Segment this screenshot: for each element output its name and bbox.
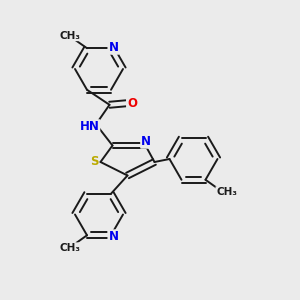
Text: S: S bbox=[90, 155, 98, 168]
Text: N: N bbox=[108, 230, 118, 243]
Text: CH₃: CH₃ bbox=[216, 187, 237, 197]
Text: CH₃: CH₃ bbox=[60, 243, 81, 253]
Text: N: N bbox=[108, 41, 118, 54]
Text: O: O bbox=[127, 97, 137, 110]
Text: HN: HN bbox=[80, 120, 99, 133]
Text: CH₃: CH₃ bbox=[60, 31, 81, 40]
Text: N: N bbox=[141, 135, 151, 148]
